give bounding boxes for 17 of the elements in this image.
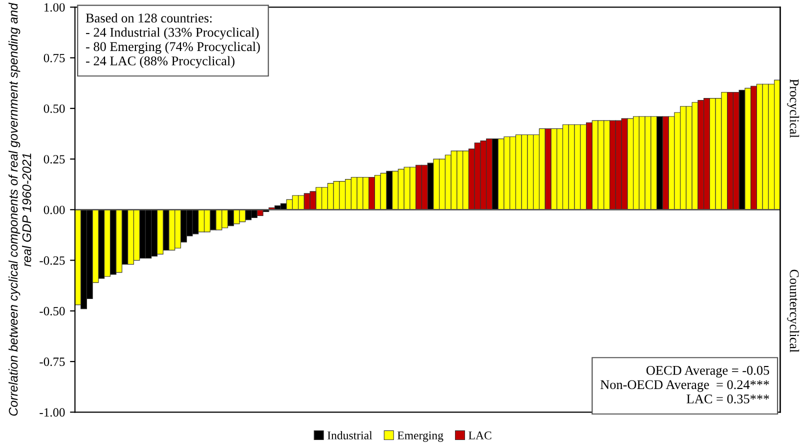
text: Procyclical [787, 79, 800, 138]
legend-label: Emerging [397, 431, 444, 442]
y-tick-label: 0.00 [44, 206, 65, 214]
text: OECD Average = -0.05 Non-OECD Average = 0.24*** LAC = 0.35*** [600, 366, 770, 404]
y-tick-label: 0.25 [44, 155, 65, 164]
legend-label: Industrial [328, 431, 372, 440]
y-tick-label: 0.75 [44, 54, 65, 62]
y-tick-label: -0.75 [40, 358, 65, 366]
y-axis-title: Correlation between cyclical components of real government spending and real GDP 1960-2021 [8, 2, 32, 416]
y-tick-label: -1.00 [40, 408, 65, 417]
y-tick-label: 1.00 [44, 3, 65, 12]
y-tick-label: 0.50 [44, 104, 65, 113]
text: Countercyclical [787, 270, 800, 352]
annotation: Based on 128 countries: - 24 Industrial (33% Procyclical) - 80 Emerging (74% Procyclical) - 24 LAC (88% Procyclical) [86, 13, 260, 68]
legend-label: LAC [468, 431, 492, 440]
y-tick-label: -0.50 [40, 306, 65, 316]
y-tick-label: -0.25 [40, 256, 65, 265]
